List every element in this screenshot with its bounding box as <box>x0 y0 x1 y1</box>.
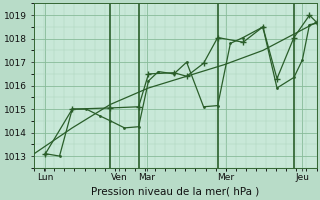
X-axis label: Pression niveau de la mer( hPa ): Pression niveau de la mer( hPa ) <box>91 187 260 197</box>
